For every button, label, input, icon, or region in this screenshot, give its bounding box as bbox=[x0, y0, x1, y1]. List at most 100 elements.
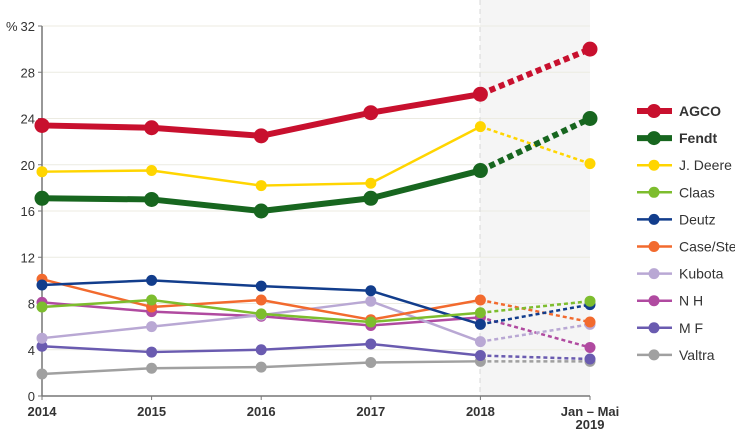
legend-swatch-marker bbox=[648, 349, 660, 361]
legend-label: M F bbox=[679, 320, 703, 336]
x-tick-label: 2018 bbox=[466, 404, 495, 419]
series-forecast-line bbox=[480, 316, 591, 349]
series-forecast-line bbox=[480, 299, 591, 314]
legend-item: Valtra bbox=[637, 347, 715, 363]
legend-item: M F bbox=[637, 320, 703, 336]
legend-item: J. Deere bbox=[637, 157, 732, 173]
data-point bbox=[472, 86, 488, 102]
data-point bbox=[584, 295, 596, 307]
data-point bbox=[365, 177, 377, 189]
legend-swatch-marker bbox=[648, 186, 660, 198]
data-point bbox=[584, 341, 596, 353]
data-point bbox=[146, 362, 158, 374]
series-claas bbox=[36, 294, 596, 328]
data-point bbox=[474, 318, 486, 330]
data-point bbox=[582, 111, 598, 126]
data-point bbox=[36, 166, 48, 178]
data-point bbox=[584, 316, 596, 328]
series-forecast-line bbox=[479, 115, 592, 174]
legend-swatch-marker bbox=[648, 159, 660, 171]
data-point bbox=[255, 308, 267, 320]
forecast-shading bbox=[480, 0, 590, 396]
legend-label: AGCO bbox=[679, 103, 721, 119]
legend-item: Fendt bbox=[637, 130, 717, 146]
data-point bbox=[474, 294, 486, 306]
data-point bbox=[36, 279, 48, 291]
data-point bbox=[255, 294, 267, 306]
series-forecast-line bbox=[480, 303, 591, 326]
data-point bbox=[36, 368, 48, 380]
legend-swatch-marker bbox=[647, 131, 661, 146]
y-tick-label: 20 bbox=[21, 158, 35, 173]
data-point bbox=[146, 346, 158, 358]
legend-item: AGCO bbox=[637, 103, 721, 119]
y-tick-label: 0 bbox=[28, 389, 35, 404]
data-point bbox=[144, 191, 160, 207]
y-tick-label: 4 bbox=[28, 343, 35, 358]
data-point bbox=[146, 274, 158, 286]
data-point bbox=[474, 336, 486, 348]
data-point bbox=[255, 180, 267, 192]
data-point bbox=[34, 190, 50, 206]
data-point bbox=[472, 163, 488, 179]
data-point bbox=[365, 338, 377, 350]
x-tick-label: Jan – Mai bbox=[561, 404, 620, 419]
x-tick-label: 2017 bbox=[356, 404, 385, 419]
x-tick-label: 2019 bbox=[576, 417, 605, 430]
data-point bbox=[584, 158, 596, 170]
y-tick-label: 24 bbox=[21, 112, 35, 127]
data-point bbox=[365, 316, 377, 328]
data-point bbox=[584, 353, 596, 365]
series-forecast-line bbox=[480, 323, 591, 343]
legend-swatch-marker bbox=[648, 322, 660, 334]
legend-label: Fendt bbox=[679, 130, 717, 146]
data-point bbox=[365, 295, 377, 307]
series-forecast-line bbox=[480, 298, 591, 324]
data-point bbox=[146, 165, 158, 177]
y-tick-label: 16 bbox=[21, 204, 35, 219]
y-tick-label: 32 bbox=[21, 19, 35, 34]
data-point bbox=[474, 307, 486, 319]
legend-label: Deutz bbox=[679, 211, 716, 227]
legend-item: Deutz bbox=[637, 211, 716, 227]
data-point bbox=[146, 321, 158, 333]
data-point bbox=[582, 41, 598, 57]
data-point bbox=[36, 340, 48, 352]
y-axis-unit: % bbox=[6, 19, 18, 34]
data-point bbox=[363, 190, 379, 206]
data-point bbox=[36, 301, 48, 313]
legend-label: Claas bbox=[679, 184, 715, 200]
legend-swatch-marker bbox=[647, 104, 661, 118]
data-point bbox=[255, 280, 267, 292]
data-point bbox=[253, 203, 269, 219]
legend-item: N H bbox=[637, 293, 703, 309]
data-point bbox=[253, 128, 269, 144]
data-point bbox=[474, 121, 486, 133]
data-point bbox=[363, 105, 379, 121]
series-m-f bbox=[36, 338, 596, 365]
legend-label: Case/Ste bbox=[679, 239, 735, 255]
x-tick-label: 2014 bbox=[28, 404, 58, 419]
data-point bbox=[365, 356, 377, 368]
series-forecast-line bbox=[480, 354, 591, 361]
y-tick-label: 28 bbox=[21, 65, 35, 80]
data-point bbox=[146, 294, 158, 306]
x-tick-label: 2015 bbox=[137, 404, 166, 419]
legend-label: J. Deere bbox=[679, 157, 732, 173]
legend-swatch-marker bbox=[648, 295, 660, 307]
legend-label: N H bbox=[679, 293, 703, 309]
data-point bbox=[36, 332, 48, 344]
legend-label: Valtra bbox=[679, 347, 715, 363]
data-point bbox=[34, 117, 50, 133]
legend-swatch-marker bbox=[648, 241, 660, 252]
legend-item: Kubota bbox=[637, 266, 724, 282]
legend-item: Claas bbox=[637, 184, 715, 200]
data-point bbox=[365, 285, 377, 297]
legend-label: Kubota bbox=[679, 266, 724, 282]
series-agco bbox=[34, 41, 598, 144]
legend-swatch-marker bbox=[648, 268, 660, 280]
data-point bbox=[474, 350, 486, 362]
legend-swatch-marker bbox=[648, 213, 660, 225]
y-tick-label: 12 bbox=[21, 250, 35, 265]
